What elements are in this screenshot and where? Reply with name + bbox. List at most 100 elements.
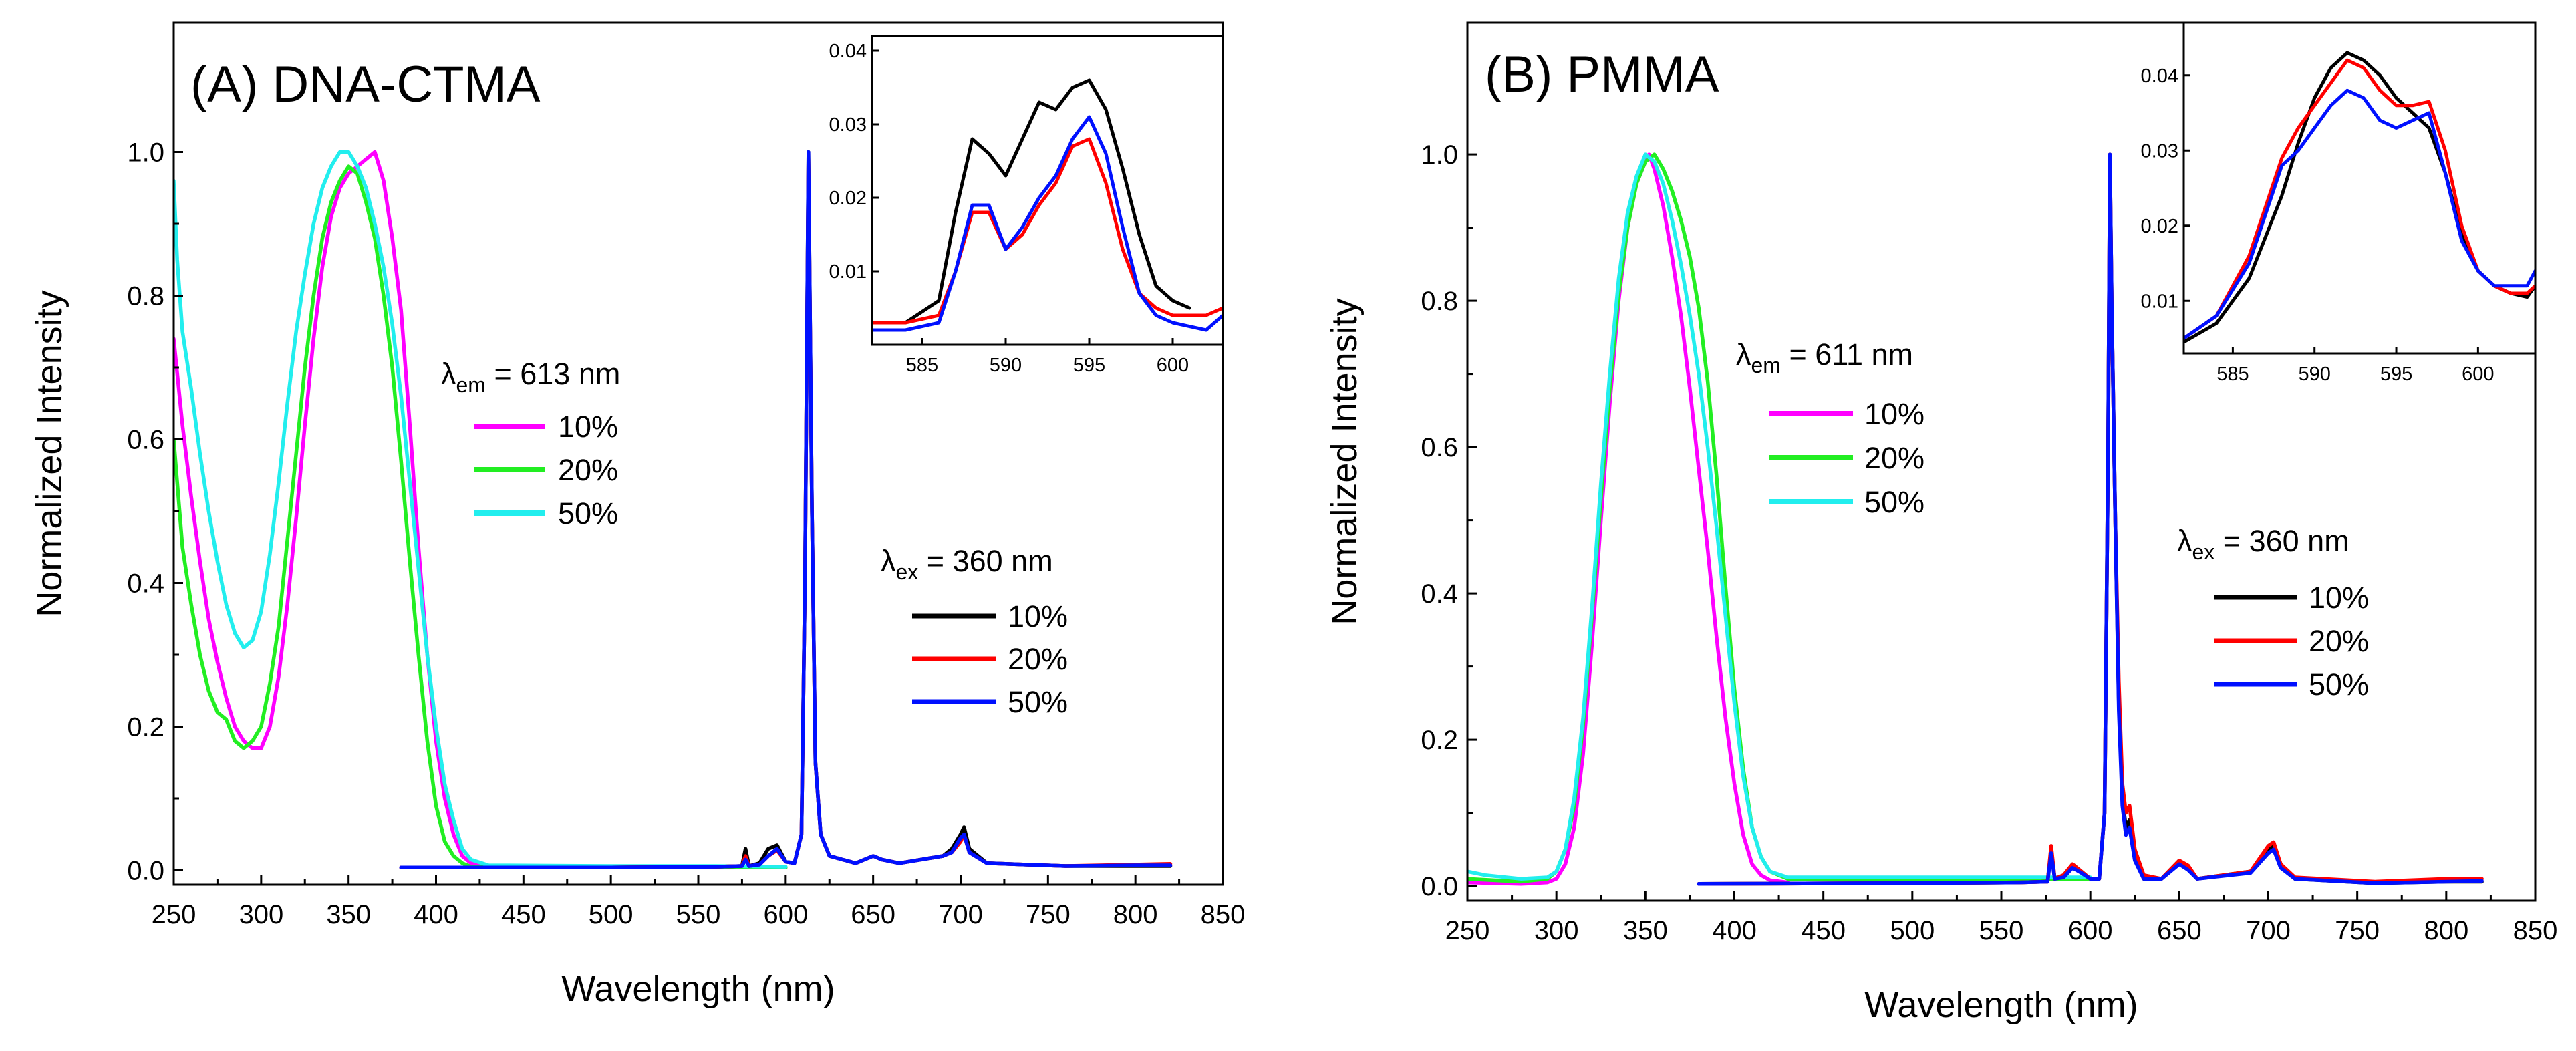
legend-label: 20% — [1008, 642, 1068, 676]
legend-title-symbol: λ — [2177, 524, 2192, 558]
y-tick-label: 1.0 — [1421, 140, 1458, 170]
legend-title-value: = 360 nm — [918, 544, 1052, 578]
x-tick-label: 600 — [2068, 916, 2113, 945]
y-tick-label: 0.03 — [2141, 140, 2178, 162]
x-tick-label: 700 — [938, 900, 983, 929]
x-tick-label: 585 — [906, 355, 938, 376]
legend-label: 20% — [1864, 441, 1924, 475]
y-tick-label: 0.01 — [2141, 291, 2178, 312]
y-tick-label: 0.03 — [829, 114, 867, 136]
series-line — [174, 164, 788, 869]
y-tick-label: 1.0 — [127, 138, 164, 168]
x-tick-label: 585 — [2216, 363, 2249, 385]
y-tick-label: 0.0 — [127, 857, 164, 886]
x-tick-label: 850 — [1201, 900, 1246, 929]
legend-title-subscript: em — [1751, 353, 1781, 378]
x-tick-label: 600 — [1157, 355, 1189, 376]
y-tick-label: 0.8 — [127, 282, 164, 311]
legend-excitation: λem = 613 nm 10% 20% 50% — [441, 357, 620, 531]
legend-title-symbol: λ — [881, 544, 896, 578]
series-line — [399, 150, 1173, 869]
legend-excitation: λem = 611 nm 10% 20% 50% — [1736, 337, 1924, 519]
y-tick-label: 0.04 — [829, 41, 867, 62]
x-tick-label: 250 — [152, 900, 196, 929]
legend-title: λex = 360 nm — [2177, 524, 2349, 564]
legend-label: 10% — [1864, 397, 1924, 431]
x-tick-label: 600 — [2462, 363, 2494, 385]
legend-label: 10% — [2309, 581, 2369, 615]
y-tick-label: 0.8 — [1421, 287, 1458, 316]
legend-title: λex = 360 nm — [881, 544, 1053, 584]
x-tick-label: 650 — [851, 900, 895, 929]
x-tick-label: 750 — [2335, 916, 2380, 945]
y-tick-label: 0.0 — [1421, 872, 1458, 901]
series-line — [2184, 88, 2535, 340]
y-tick-label: 0.02 — [829, 188, 867, 209]
y-axis-title: Normalized Intensity — [29, 290, 69, 617]
x-tick-label: 250 — [1445, 916, 1490, 945]
y-tick-label: 0.02 — [2141, 216, 2178, 237]
tick-layer: 250 300 350 400 450 500 550 600 650 700 750 800 850 0… — [127, 138, 1245, 930]
series-layer — [174, 150, 1173, 869]
legend-title-value: = 360 nm — [2214, 524, 2349, 558]
inset-tick-layer: 585 590 595 600 0.01 0.02 0.03 0.04 — [2141, 65, 2494, 385]
series-line — [1467, 152, 2092, 881]
x-tick-label: 750 — [1026, 900, 1070, 929]
inset-tick-layer: 585 590 595 600 0.01 0.02 0.03 0.04 — [829, 41, 1189, 376]
series-layer — [1467, 152, 2484, 886]
series-line — [174, 150, 788, 869]
legend-emission: λex = 360 nm 10% 20% 50% — [881, 544, 1068, 719]
legend-title: λem = 611 nm — [1736, 337, 1913, 378]
panel-title: (A) DNA-CTMA — [190, 56, 541, 113]
y-tick-label: 0.4 — [127, 569, 164, 599]
legend-label: 50% — [2309, 667, 2369, 702]
legend-label: 20% — [558, 453, 618, 487]
legend-label: 10% — [1008, 599, 1068, 633]
x-tick-label: 700 — [2246, 916, 2291, 945]
legend-label: 50% — [1864, 485, 1924, 519]
legend-title-subscript: em — [456, 373, 486, 397]
y-tick-label: 0.04 — [2141, 65, 2178, 87]
legend-label: 50% — [558, 496, 618, 531]
x-tick-label: 800 — [2424, 916, 2468, 945]
x-tick-label: 800 — [1113, 900, 1158, 929]
legend-title-subscript: ex — [896, 560, 919, 584]
y-tick-label: 0.2 — [1421, 726, 1458, 755]
inset-chart: 585 590 595 600 0.01 0.02 0.03 0.04 — [829, 35, 1224, 376]
legend-label: 50% — [1008, 685, 1068, 719]
y-tick-label: 0.4 — [1421, 579, 1458, 609]
chart-panel-b: 250 300 350 400 450 500 550 600 650 700 750 800 850 0… — [1324, 21, 2557, 1025]
x-tick-label: 590 — [990, 355, 1022, 376]
y-tick-label: 0.01 — [829, 261, 867, 283]
series-line — [1697, 152, 2484, 886]
tick-layer: 250 300 350 400 450 500 550 600 650 700 750 800 850 0… — [1421, 140, 2557, 945]
y-tick-label: 0.6 — [1421, 433, 1458, 462]
y-axis-title: Normalized Intensity — [1324, 298, 1365, 625]
series-line — [872, 115, 1223, 332]
series-line — [174, 150, 788, 869]
x-tick-label: 450 — [501, 900, 546, 929]
legend-title-symbol: λ — [1736, 337, 1751, 371]
inset-frame — [2182, 21, 2537, 355]
x-tick-label: 500 — [589, 900, 633, 929]
legend-title: λem = 613 nm — [441, 357, 620, 397]
y-tick-label: 0.2 — [127, 713, 164, 742]
x-axis-title: Wavelength (nm) — [1864, 985, 2138, 1025]
x-tick-label: 595 — [2380, 363, 2412, 385]
legend-emission: λex = 360 nm 10% 20% 50% — [2177, 524, 2369, 702]
x-tick-label: 400 — [1712, 916, 1757, 945]
y-tick-label: 0.6 — [127, 426, 164, 455]
x-tick-label: 595 — [1073, 355, 1105, 376]
inset-series-layer — [2184, 51, 2535, 344]
inset-background — [2184, 23, 2535, 353]
legend-label: 10% — [558, 410, 618, 444]
legend-title-subscript: ex — [2192, 540, 2215, 564]
x-tick-label: 650 — [2157, 916, 2202, 945]
x-tick-label: 400 — [414, 900, 458, 929]
x-tick-label: 850 — [2513, 916, 2558, 945]
inset-chart: 585 590 595 600 0.01 0.02 0.03 0.04 — [2141, 21, 2537, 385]
x-tick-label: 300 — [1534, 916, 1579, 945]
x-tick-label: 300 — [239, 900, 283, 929]
inset-series-layer — [872, 78, 1223, 332]
